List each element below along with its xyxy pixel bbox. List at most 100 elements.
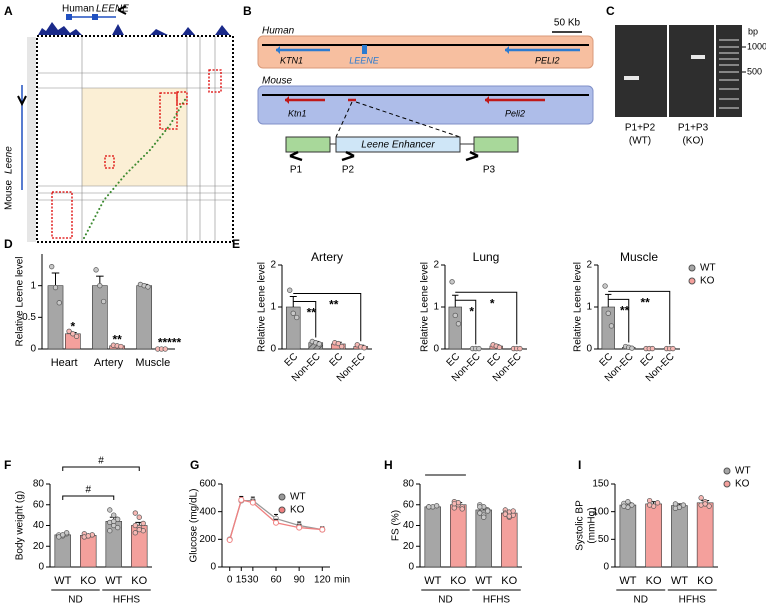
legend-label: WT [290, 492, 306, 503]
data-point [132, 522, 138, 529]
bracket [293, 293, 362, 342]
x-tick-label: 0 [227, 575, 233, 586]
series-marker [296, 524, 303, 531]
x-tick-label: KO [501, 575, 517, 587]
panel-label: B [243, 4, 252, 18]
data-point [73, 333, 80, 339]
synteny-dots [83, 97, 187, 239]
y-axis-label: Relative Leene level [420, 262, 431, 352]
gene-label: PELI2 [535, 55, 560, 65]
y-tick-label: 0 [586, 344, 592, 355]
data-point [145, 284, 151, 290]
group-label: ND [68, 595, 82, 606]
data-point [339, 343, 345, 350]
data-point [335, 340, 341, 347]
x-tick-label: KO [80, 575, 96, 587]
annotation: ** [112, 332, 122, 346]
x-tick-label: KO [697, 575, 713, 587]
x-tick-label: WT [619, 575, 636, 587]
data-point [455, 321, 462, 327]
panel-label: H [384, 458, 393, 472]
gene-label: KTN1 [280, 55, 303, 65]
gel-band [624, 76, 639, 80]
y-tick-label: 2 [270, 260, 276, 271]
flank-exon [285, 136, 331, 153]
gel-lane [615, 25, 667, 117]
data-point [502, 511, 508, 517]
x-tick-label: Heart [51, 357, 78, 369]
tad-region [82, 88, 187, 186]
panel-label: I [578, 458, 581, 472]
group-label: HFHS [679, 595, 707, 606]
series-line [229, 499, 323, 541]
series-marker [273, 519, 279, 526]
tss-arrow [117, 5, 127, 15]
y-axis-label: Relative Leene level [573, 262, 584, 352]
data-point [449, 279, 455, 285]
legend-marker [688, 264, 696, 272]
bracket [608, 290, 671, 345]
annotation: * [70, 320, 75, 334]
y-tick-label: 1 [270, 302, 276, 313]
panel-c: C bp 1000 500 P1+P2 (WT) P1+P3 (KO) [606, 4, 766, 146]
data-point [361, 345, 367, 351]
y-tick-label: 60 [33, 499, 45, 510]
y-tick-label: 400 [199, 506, 216, 517]
data-point [646, 502, 653, 508]
track-species: Human [62, 4, 94, 15]
data-point [680, 502, 687, 508]
gel-band [691, 55, 705, 59]
ladder-unit: bp [748, 26, 758, 36]
annotation: # [85, 485, 91, 496]
chart-title: Artery [311, 250, 343, 264]
gel-lane [669, 25, 714, 117]
gene-arrow [285, 96, 289, 104]
y-tick-label: 0 [603, 562, 609, 573]
enhancer-box [335, 136, 461, 153]
exon [92, 14, 98, 20]
y-tick-label: 150 [592, 479, 609, 490]
y-axis-label: FS (%) [391, 510, 402, 541]
data-point [56, 300, 62, 306]
tss-arrow [17, 95, 27, 107]
y-axis-label: Systolic BP [575, 500, 586, 551]
data-point [477, 504, 483, 510]
y-tick-label: 40 [33, 520, 45, 531]
y-tick-label: 20 [33, 541, 45, 552]
primer-arrow [289, 150, 303, 162]
panel-label: D [4, 237, 13, 251]
gene-label: LEENE [349, 55, 380, 65]
data-point [66, 328, 72, 334]
data-point [316, 341, 322, 347]
bar [80, 535, 97, 568]
lane-genotype: (WT) [629, 136, 651, 147]
bar [54, 534, 71, 568]
data-point [649, 345, 656, 352]
series-marker [226, 537, 233, 544]
data-point [672, 505, 679, 511]
panel-label: F [4, 458, 11, 472]
chart-title: Muscle [620, 250, 658, 264]
bar [136, 285, 153, 350]
x-tick-label: KO [131, 575, 147, 587]
x-tick-label: 15 [236, 575, 248, 586]
y-tick-label: 80 [403, 479, 415, 490]
bracket [62, 495, 115, 500]
bar [424, 506, 441, 568]
x-tick-label: 120 [314, 575, 331, 586]
data-point [287, 287, 293, 293]
data-point [702, 501, 708, 507]
data-point [111, 518, 117, 524]
x-tick-label: WT [475, 575, 492, 587]
map-grid [37, 36, 233, 242]
y-axis-label: Relative Leene level [257, 262, 268, 352]
exon [66, 14, 72, 20]
panel-label: C [606, 4, 615, 18]
ladder-bands [719, 39, 739, 109]
data-point [672, 501, 679, 507]
annotation: * [469, 304, 474, 318]
annotation: ** [620, 304, 630, 318]
y-axis-label: Glucose (mg/dL) [189, 489, 200, 563]
bar [696, 502, 714, 568]
